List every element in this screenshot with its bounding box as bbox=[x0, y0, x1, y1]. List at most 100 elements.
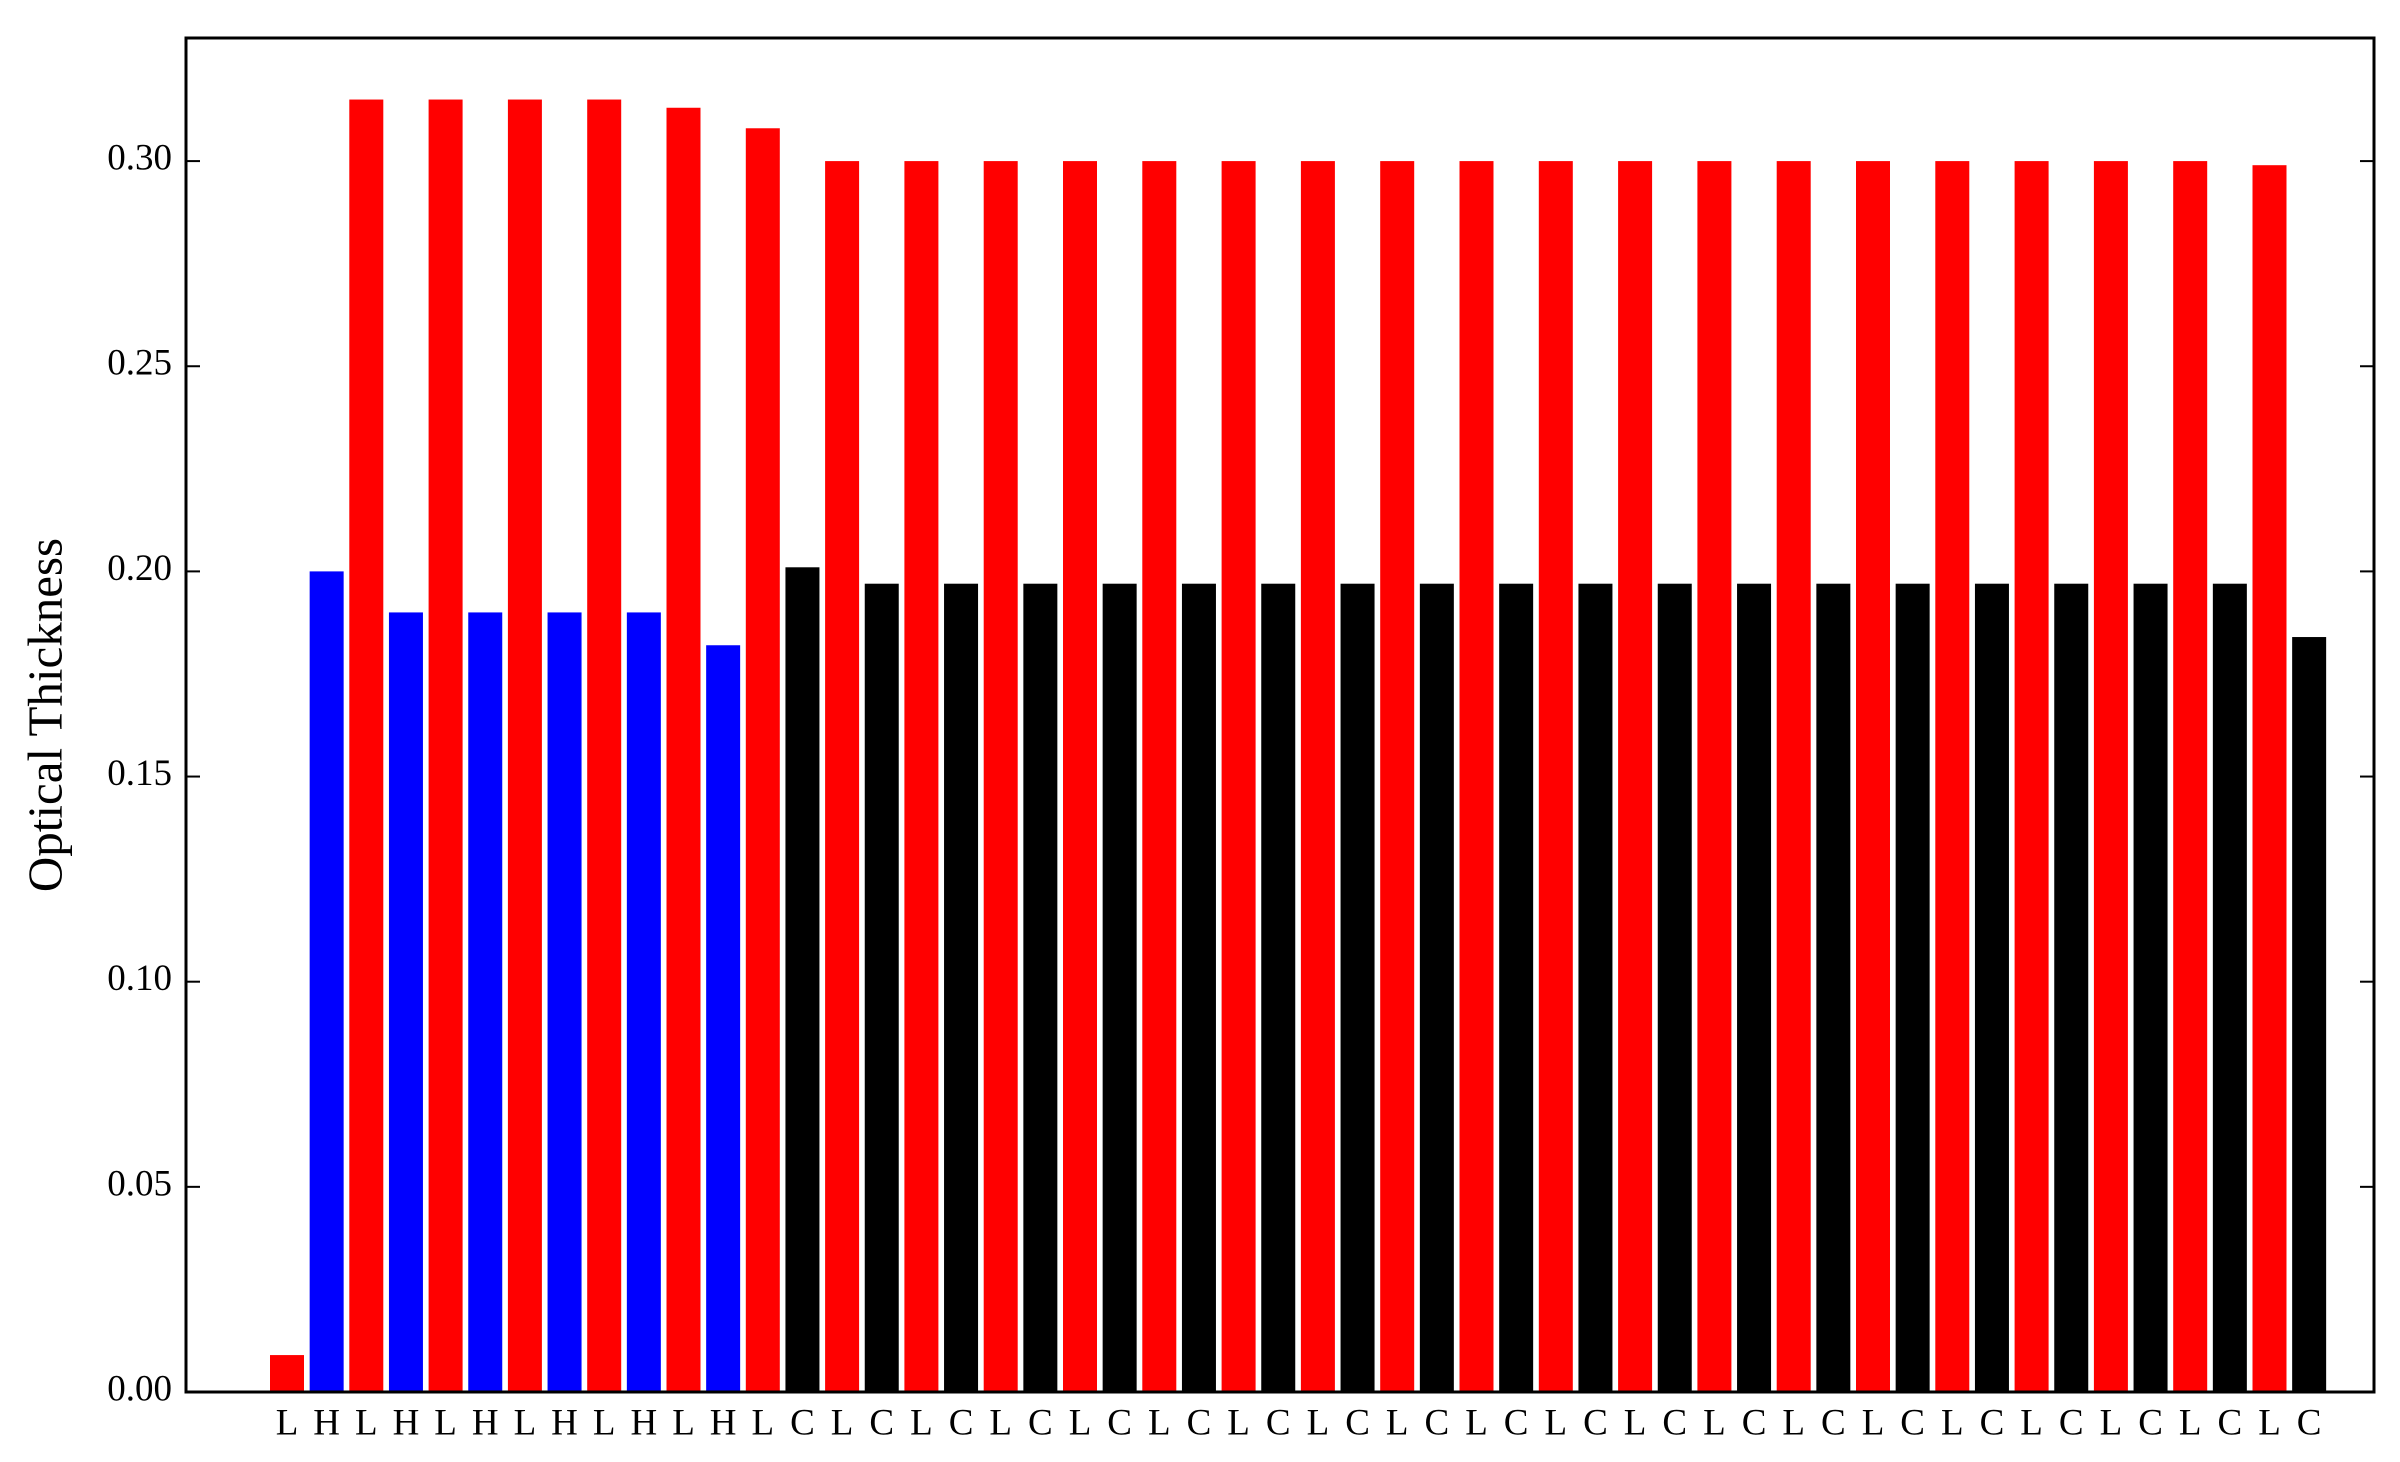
x-tick-label: L bbox=[831, 1402, 854, 1443]
bar bbox=[1816, 583, 1851, 1392]
y-tick-label: 0.15 bbox=[107, 753, 172, 794]
x-tick-label: C bbox=[1187, 1402, 1212, 1443]
bar bbox=[1023, 583, 1058, 1392]
bar bbox=[2252, 165, 2287, 1392]
x-tick-label: L bbox=[1862, 1402, 1885, 1443]
y-tick-label: 0.05 bbox=[107, 1163, 172, 1204]
bar bbox=[666, 107, 701, 1393]
y-tick-label: 0.30 bbox=[107, 138, 172, 179]
x-tick-label: L bbox=[1941, 1402, 1964, 1443]
bar bbox=[1578, 583, 1613, 1392]
bar bbox=[1102, 583, 1137, 1392]
bar bbox=[309, 571, 344, 1392]
x-tick-label: C bbox=[1266, 1402, 1291, 1443]
bar bbox=[2133, 583, 2168, 1392]
x-tick-label: C bbox=[1504, 1402, 1529, 1443]
x-tick-label: L bbox=[1386, 1402, 1409, 1443]
bar bbox=[1538, 161, 1573, 1392]
y-axis-label: Optical Thickness bbox=[17, 538, 72, 892]
bar bbox=[1895, 583, 1930, 1392]
x-tick-label: C bbox=[2138, 1402, 2163, 1443]
bar bbox=[428, 99, 463, 1393]
bar bbox=[349, 99, 384, 1393]
bar bbox=[1974, 583, 2009, 1392]
bar bbox=[1419, 583, 1454, 1392]
bar bbox=[1142, 161, 1177, 1392]
x-tick-label: C bbox=[1107, 1402, 1132, 1443]
x-tick-label: L bbox=[276, 1402, 299, 1443]
x-tick-label: C bbox=[949, 1402, 974, 1443]
x-tick-label: C bbox=[1821, 1402, 1846, 1443]
bar bbox=[626, 612, 661, 1392]
y-tick-label: 0.00 bbox=[107, 1368, 172, 1409]
x-tick-label: L bbox=[1148, 1402, 1171, 1443]
bar bbox=[270, 1355, 304, 1392]
y-tick-label: 0.20 bbox=[107, 548, 172, 589]
bar bbox=[2014, 161, 2049, 1392]
bar bbox=[745, 128, 780, 1393]
bar bbox=[904, 161, 939, 1392]
x-tick-label: L bbox=[2100, 1402, 2123, 1443]
x-tick-label: L bbox=[2258, 1402, 2281, 1443]
x-tick-label: L bbox=[1544, 1402, 1567, 1443]
x-tick-label: L bbox=[1227, 1402, 1250, 1443]
x-tick-label: L bbox=[751, 1402, 774, 1443]
bar bbox=[547, 612, 582, 1392]
x-tick-label: C bbox=[1425, 1402, 1450, 1443]
bar bbox=[1221, 161, 1256, 1392]
x-tick-label: H bbox=[551, 1402, 578, 1443]
x-tick-label: L bbox=[514, 1402, 537, 1443]
bar bbox=[2292, 637, 2327, 1392]
x-tick-label: C bbox=[1980, 1402, 2005, 1443]
bar bbox=[864, 583, 899, 1392]
x-tick-label: L bbox=[672, 1402, 695, 1443]
bar bbox=[825, 161, 860, 1392]
bar bbox=[1657, 583, 1692, 1392]
x-tick-label: H bbox=[313, 1402, 340, 1443]
x-tick-label: L bbox=[2179, 1402, 2202, 1443]
bar bbox=[785, 567, 820, 1392]
x-tick-label: L bbox=[1782, 1402, 1805, 1443]
bar bbox=[388, 612, 423, 1392]
bar bbox=[983, 161, 1018, 1392]
x-tick-label: H bbox=[710, 1402, 737, 1443]
bar bbox=[1499, 583, 1534, 1392]
x-tick-label: L bbox=[434, 1402, 457, 1443]
x-tick-label: C bbox=[1900, 1402, 1925, 1443]
bar bbox=[1856, 161, 1890, 1392]
bar bbox=[1459, 161, 1494, 1392]
x-tick-label: L bbox=[2020, 1402, 2043, 1443]
bar bbox=[1181, 583, 1216, 1392]
x-tick-label: L bbox=[1307, 1402, 1330, 1443]
x-tick-label: C bbox=[1662, 1402, 1687, 1443]
x-tick-label: C bbox=[790, 1402, 815, 1443]
x-tick-label: L bbox=[989, 1402, 1012, 1443]
x-tick-label: C bbox=[869, 1402, 894, 1443]
bar bbox=[587, 99, 622, 1393]
x-tick-label: C bbox=[2297, 1402, 2322, 1443]
x-tick-label: L bbox=[1465, 1402, 1488, 1443]
bar bbox=[2054, 583, 2089, 1392]
x-tick-label: H bbox=[472, 1402, 499, 1443]
bar bbox=[1380, 161, 1415, 1392]
x-tick-label: C bbox=[1583, 1402, 1608, 1443]
x-tick-label: C bbox=[1742, 1402, 1767, 1443]
x-tick-label: C bbox=[2218, 1402, 2243, 1443]
plot-frame bbox=[184, 36, 2376, 1394]
bar bbox=[1063, 161, 1097, 1392]
x-tick-label: L bbox=[910, 1402, 933, 1443]
bar bbox=[1697, 161, 1732, 1392]
bar bbox=[706, 645, 741, 1392]
bar bbox=[2093, 161, 2128, 1392]
bar bbox=[2173, 161, 2208, 1392]
x-tick-label: L bbox=[1624, 1402, 1647, 1443]
bar bbox=[468, 612, 503, 1392]
x-tick-label: L bbox=[1069, 1402, 1092, 1443]
bar bbox=[1618, 161, 1653, 1392]
x-tick-label: H bbox=[393, 1402, 420, 1443]
bar bbox=[1300, 161, 1335, 1392]
bar bbox=[944, 583, 979, 1392]
bar bbox=[1776, 161, 1811, 1392]
